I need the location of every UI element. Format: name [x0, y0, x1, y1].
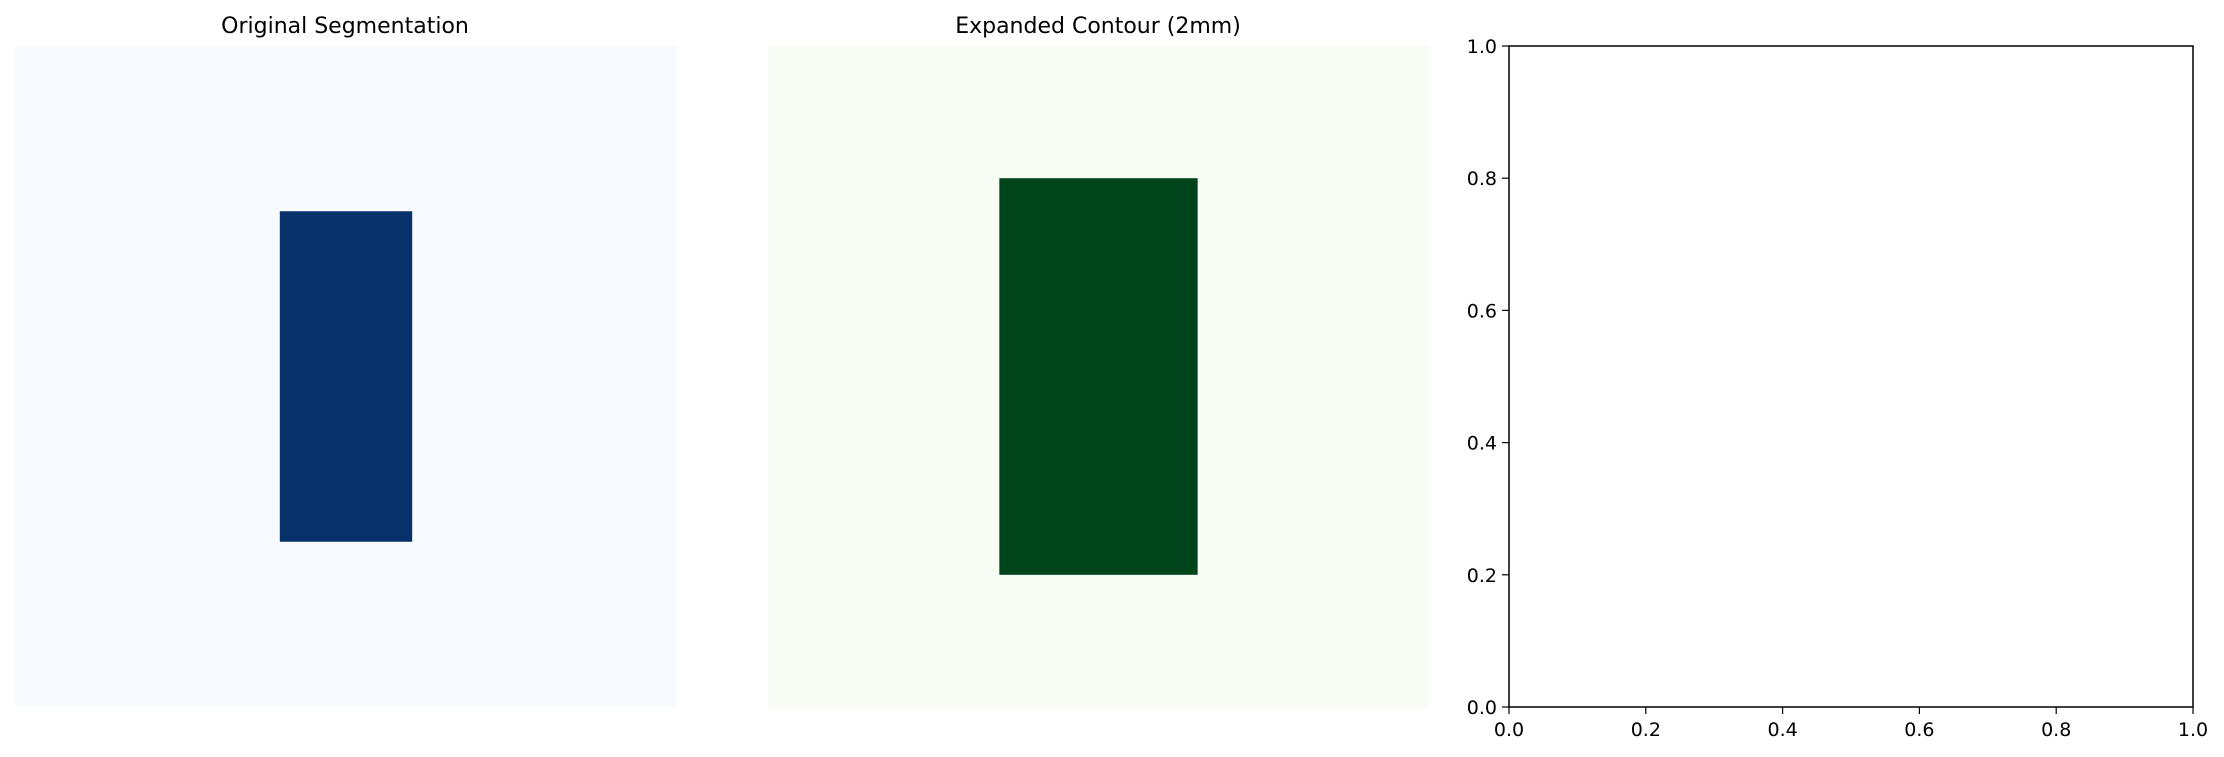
expanded-mask-region	[999, 178, 1198, 575]
x-axis-ticks: 0.0 0.2 0.4 0.6 0.8 1.0	[1494, 707, 2208, 741]
y-tick-label: 0.0	[1467, 697, 1497, 719]
y-tick-label: 0.4	[1467, 433, 1497, 455]
x-tick-label: 0.4	[1767, 719, 1797, 741]
expanded-contour-title: Expanded Contour (2mm)	[955, 14, 1241, 39]
x-tick-label: 1.0	[2178, 719, 2208, 741]
x-tick-label: 0.6	[1904, 719, 1934, 741]
x-tick-label: 0.8	[2041, 719, 2071, 741]
expanded-contour-image	[768, 46, 1429, 707]
y-tick-label: 0.6	[1467, 300, 1497, 322]
y-tick-label: 1.0	[1467, 36, 1497, 58]
x-tick-label: 0.2	[1631, 719, 1661, 741]
expanded-contour-panel: Expanded Contour (2mm)	[768, 14, 1429, 707]
original-segmentation-title: Original Segmentation	[221, 14, 469, 39]
original-segmentation-panel: Original Segmentation	[15, 14, 677, 707]
y-tick-label: 0.8	[1467, 168, 1497, 190]
empty-axes-panel: 0.0 0.2 0.4 0.6 0.8 1.0 0.0 0.2 0.4 0.6 0.8 1.0	[1467, 36, 2208, 741]
y-axis-ticks: 0.0 0.2 0.4 0.6 0.8 1.0	[1467, 36, 1509, 719]
x-tick-label: 0.0	[1494, 719, 1524, 741]
y-tick-label: 0.2	[1467, 565, 1497, 587]
original-mask-region	[279, 211, 413, 542]
axes-frame	[1508, 45, 2194, 708]
original-segmentation-image	[15, 46, 677, 707]
